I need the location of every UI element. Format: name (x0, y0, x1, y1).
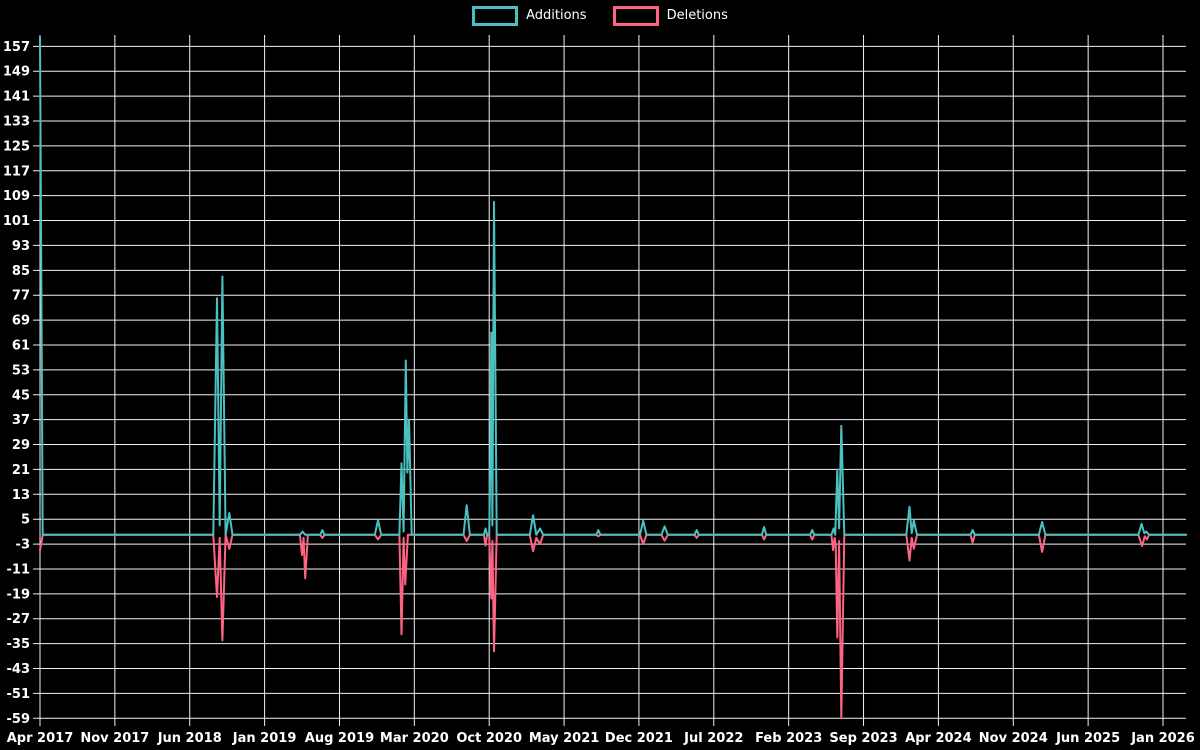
y-tick-label: 141 (3, 90, 30, 105)
x-tick-label: Mar 2020 (380, 731, 449, 746)
y-tick-label: -3 (16, 538, 30, 553)
legend-item-deletions[interactable]: Deletions (612, 6, 728, 26)
x-tick-label: May 2021 (529, 731, 600, 746)
y-tick-label: 13 (12, 488, 30, 503)
x-tick-label: Apr 2017 (7, 731, 74, 746)
y-tick-label: 77 (12, 289, 30, 304)
x-tick-label: Jun 2018 (157, 731, 222, 746)
y-tick-label: -43 (7, 662, 31, 677)
y-tick-label: 157 (3, 40, 30, 55)
x-tick-label: Sep 2023 (829, 731, 897, 746)
x-tick-label: Nov 2024 (979, 731, 1048, 746)
y-tick-label: -27 (7, 612, 31, 627)
y-tick-label: 21 (12, 463, 30, 478)
y-tick-label: -35 (7, 637, 31, 652)
legend-item-additions[interactable]: Additions (472, 6, 587, 26)
y-tick-label: -51 (7, 687, 31, 702)
y-tick-label: 69 (12, 314, 30, 329)
y-tick-label: 149 (3, 65, 30, 80)
y-tick-label: -11 (7, 562, 31, 577)
y-tick-label: 37 (12, 413, 30, 428)
y-tick-label: 5 (21, 513, 30, 528)
x-tick-label: Jun 2025 (1055, 731, 1120, 746)
x-axis-labels: Apr 2017 Nov 2017 Jun 2018 Jan 2019 Aug 2019… (7, 731, 1195, 746)
x-tick-label: Jul 2022 (683, 731, 743, 746)
legend-label: Deletions (666, 8, 728, 23)
series-line-deletions (39, 533, 1188, 720)
legend-swatch-icon (612, 6, 659, 26)
y-tick-label: 93 (12, 239, 30, 254)
y-tick-label: 117 (3, 164, 30, 179)
x-tick-label: Feb 2023 (755, 731, 822, 746)
chart-legend: Additions Deletions (0, 6, 1200, 26)
legend-swatch-icon (472, 6, 519, 26)
y-tick-label: 45 (12, 388, 30, 403)
y-tick-label: 101 (3, 214, 30, 229)
series-line-additions (39, 36, 1188, 536)
x-tick-label: Oct 2020 (456, 731, 522, 746)
y-tick-label: 109 (3, 189, 30, 204)
y-tick-label: 133 (3, 114, 30, 129)
y-tick-label: -59 (7, 712, 31, 727)
y-tick-label: 61 (12, 338, 30, 353)
y-axis-labels: 157 149 141 133 125 117 109 101 93 85 77 69 61 53 45 37… (3, 40, 30, 727)
x-tick-label: Aug 2019 (305, 731, 374, 746)
grid-lines (33, 35, 1186, 726)
x-tick-label: Apr 2024 (905, 731, 972, 746)
x-tick-label: Jan 2019 (232, 731, 297, 746)
data-series (39, 36, 1188, 720)
y-tick-label: 125 (3, 139, 30, 154)
x-tick-label: Jan 2026 (1130, 731, 1195, 746)
y-tick-label: 85 (12, 264, 30, 279)
x-tick-label: Nov 2017 (80, 731, 149, 746)
legend-label: Additions (526, 8, 587, 23)
x-tick-label: Dec 2021 (605, 731, 673, 746)
y-tick-label: 29 (12, 438, 30, 453)
y-tick-label: -19 (7, 587, 31, 602)
y-tick-label: 53 (12, 363, 30, 378)
